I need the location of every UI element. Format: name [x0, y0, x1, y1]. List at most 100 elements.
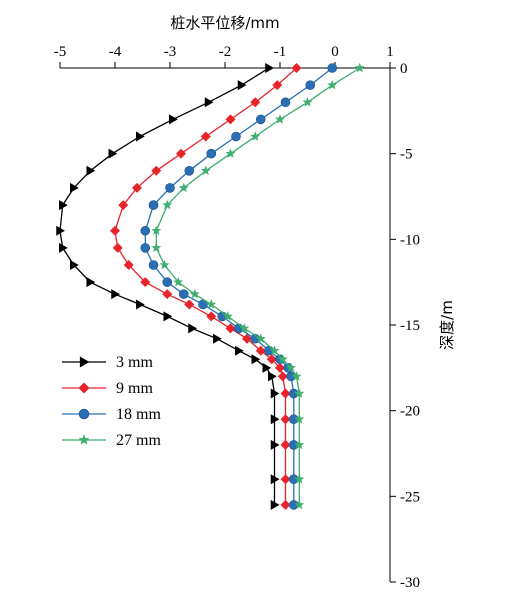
data-point [56, 225, 65, 236]
data-point [112, 242, 123, 253]
data-point [250, 131, 261, 141]
data-point [294, 499, 305, 510]
y-tick-label: -10 [400, 232, 420, 248]
data-point [270, 439, 280, 450]
data-point [148, 200, 159, 210]
data-point [206, 299, 217, 309]
data-point [70, 260, 79, 271]
data-point [255, 114, 266, 125]
x-tick-label: 1 [386, 44, 394, 60]
data-point [86, 277, 96, 288]
data-point [270, 388, 280, 399]
data-point [176, 148, 186, 159]
data-point [140, 225, 151, 236]
data-point [294, 413, 305, 424]
data-point [294, 473, 305, 484]
data-point [213, 333, 222, 344]
x-ticks: -5 -4 -3 -2 -1 0 1 [54, 44, 394, 68]
data-point [123, 260, 134, 271]
data-point [222, 311, 233, 321]
legend-label: 3 mm [116, 354, 153, 371]
legend-label: 27 mm [116, 432, 161, 449]
x-axis-title: 桩水平位移/mm [170, 14, 279, 32]
data-point [242, 333, 252, 344]
data-point [204, 97, 214, 108]
data-point [277, 371, 288, 382]
data-point [225, 148, 236, 158]
data-point [200, 131, 211, 142]
x-tick-label: 0 [331, 44, 339, 60]
data-point [206, 311, 217, 322]
data-point [225, 323, 236, 334]
data-point [354, 62, 365, 73]
data-point [280, 414, 291, 425]
data-point [294, 439, 305, 450]
data-point [151, 242, 162, 253]
legend-marker [79, 356, 90, 368]
data-point [118, 200, 129, 211]
data-point [188, 323, 197, 334]
data-point [262, 362, 272, 373]
data-point [250, 97, 261, 108]
data-point [148, 260, 159, 270]
data-point [108, 148, 118, 159]
data-point [270, 499, 280, 510]
data-point [280, 499, 291, 510]
data-point [302, 97, 313, 107]
data-point [268, 371, 277, 382]
y-tick-label: -20 [400, 404, 420, 420]
data-point [225, 114, 236, 125]
data-point [280, 439, 291, 450]
x-tick-label: -2 [219, 44, 232, 60]
data-point [111, 289, 120, 300]
legend-item: 9 mm [62, 380, 153, 397]
legend-marker [78, 434, 90, 445]
legend: 3 mm 9 mm 18 mm 27 mm [62, 354, 161, 449]
data-point [231, 131, 241, 142]
data-point [251, 354, 261, 365]
series-1 [110, 63, 302, 510]
series-layer [56, 62, 365, 510]
data-point [140, 243, 151, 253]
data-point [327, 79, 338, 90]
legend-label: 18 mm [116, 406, 161, 423]
data-point [206, 148, 217, 159]
data-point [110, 225, 120, 236]
x-tick-label: -3 [164, 44, 177, 60]
y-tick-label: 0 [400, 61, 408, 77]
data-point [275, 114, 285, 124]
data-point [270, 414, 280, 425]
data-point [277, 354, 288, 364]
legend-item: 3 mm [62, 354, 153, 371]
data-point [178, 182, 189, 193]
data-point [265, 63, 274, 73]
legend-item: 27 mm [62, 432, 161, 449]
data-point [136, 299, 145, 310]
series-line [155, 67, 361, 505]
y-axis-title: 深度/m [438, 300, 456, 350]
legend-marker [78, 382, 90, 394]
data-point [305, 80, 316, 90]
legend-marker [78, 408, 90, 420]
data-point [272, 80, 283, 91]
data-point [294, 388, 305, 398]
data-point [200, 165, 211, 176]
data-point [255, 345, 266, 356]
data-point [269, 345, 280, 355]
series-0 [56, 63, 280, 510]
y-tick-label: -25 [400, 489, 420, 505]
data-point [136, 131, 145, 142]
x-tick-label: -1 [274, 44, 287, 60]
data-point [266, 354, 277, 365]
y-tick-label: -30 [400, 575, 420, 591]
data-point [235, 345, 244, 356]
legend-item: 18 mm [62, 406, 161, 423]
data-point [291, 371, 302, 381]
data-point [184, 299, 195, 310]
data-point [173, 276, 184, 287]
legend-label: 9 mm [116, 380, 153, 397]
series-3 [151, 62, 365, 510]
data-point [162, 199, 173, 210]
data-point [178, 289, 189, 299]
